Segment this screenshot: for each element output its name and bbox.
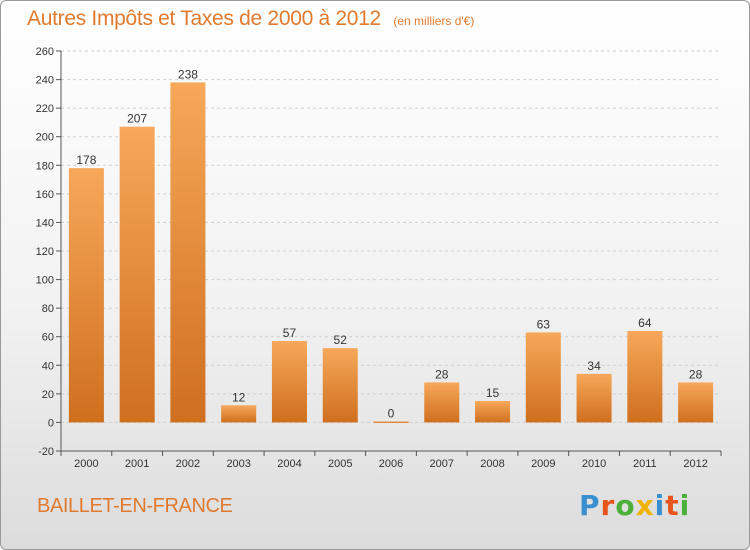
title-row: Autres Impôts et Taxes de 2000 à 2012 (e…: [27, 7, 474, 31]
logo-letter: i: [679, 489, 691, 522]
value-label-2004: 57: [283, 326, 297, 340]
town-name: BAILLET-EN-FRANCE: [37, 495, 233, 517]
axis-layer: -200204060801001201401601802002202402602…: [36, 46, 722, 470]
bar-2003: [221, 405, 257, 423]
x-tick-label-2007: 2007: [430, 458, 454, 470]
bar-2002: [170, 82, 206, 423]
y-tick-label: 140: [36, 217, 54, 229]
value-label-2007: 28: [435, 367, 449, 381]
proxiti-logo[interactable]: Proxiti: [579, 489, 690, 522]
x-tick-label-2000: 2000: [74, 458, 98, 470]
x-tick-label-2002: 2002: [176, 458, 200, 470]
y-tick-label: 120: [36, 246, 54, 258]
logo-letter: t: [665, 489, 680, 522]
x-tick-label-2011: 2011: [633, 458, 657, 470]
value-label-2009: 63: [537, 317, 551, 331]
x-tick-label-2009: 2009: [531, 458, 555, 470]
y-tick-label: 220: [36, 103, 54, 115]
bar-2007: [424, 382, 460, 423]
value-label-2001: 207: [127, 112, 147, 126]
chart-title: Autres Impôts et Taxes de 2000 à 2012: [27, 7, 381, 30]
y-tick-label: 60: [42, 332, 54, 344]
logo-letter: i: [654, 489, 666, 522]
y-tick-label: 160: [36, 189, 54, 201]
y-tick-label: 200: [36, 132, 54, 144]
bar-2001: [119, 126, 155, 423]
logo-letter: P: [579, 489, 601, 522]
bar-2004: [271, 341, 307, 423]
y-tick-label: -20: [38, 446, 54, 458]
bar-2008: [475, 401, 511, 423]
bar-2010: [576, 373, 612, 423]
value-label-2002: 238: [178, 67, 198, 81]
y-tick-label: 240: [36, 75, 54, 87]
bar-2000: [68, 168, 104, 423]
y-tick-label: 100: [36, 275, 54, 287]
value-label-2012: 28: [689, 367, 703, 381]
chart-subtitle: (en milliers d'€): [393, 14, 475, 28]
label-layer: 178 207 238 12 57 52 0 28 15 63 34 64 28: [76, 67, 702, 420]
grid-layer: [61, 50, 721, 423]
bar-2012: [678, 382, 714, 423]
x-tick-label-2004: 2004: [277, 458, 301, 470]
value-label-2010: 34: [587, 359, 601, 373]
value-label-2008: 15: [486, 386, 500, 400]
bar-layer: [68, 82, 714, 423]
y-tick-label: 80: [42, 303, 54, 315]
logo-letter: o: [615, 489, 636, 522]
y-tick-label: 180: [36, 160, 54, 172]
value-label-2006: 0: [388, 406, 395, 420]
x-tick-label-2012: 2012: [683, 458, 707, 470]
bar-2011: [627, 331, 663, 423]
bar-2005: [322, 348, 358, 423]
logo-letter: x: [635, 489, 655, 522]
y-tick-label: 40: [42, 360, 54, 372]
value-label-2000: 178: [76, 153, 96, 167]
x-tick-label-2008: 2008: [480, 458, 504, 470]
x-tick-label-2003: 2003: [226, 458, 250, 470]
bar-2009: [525, 332, 561, 423]
x-tick-label-2010: 2010: [582, 458, 606, 470]
x-tick-label-2006: 2006: [379, 458, 403, 470]
x-tick-label-2005: 2005: [328, 458, 352, 470]
value-label-2003: 12: [232, 390, 246, 404]
bar-2006: [373, 421, 409, 423]
value-label-2005: 52: [334, 333, 348, 347]
value-label-2011: 64: [638, 316, 652, 330]
y-tick-label: 0: [48, 417, 54, 429]
logo-letter: r: [600, 489, 616, 522]
x-tick-label-2001: 2001: [125, 458, 149, 470]
y-tick-label: 20: [42, 389, 54, 401]
y-tick-label: 260: [36, 46, 54, 58]
